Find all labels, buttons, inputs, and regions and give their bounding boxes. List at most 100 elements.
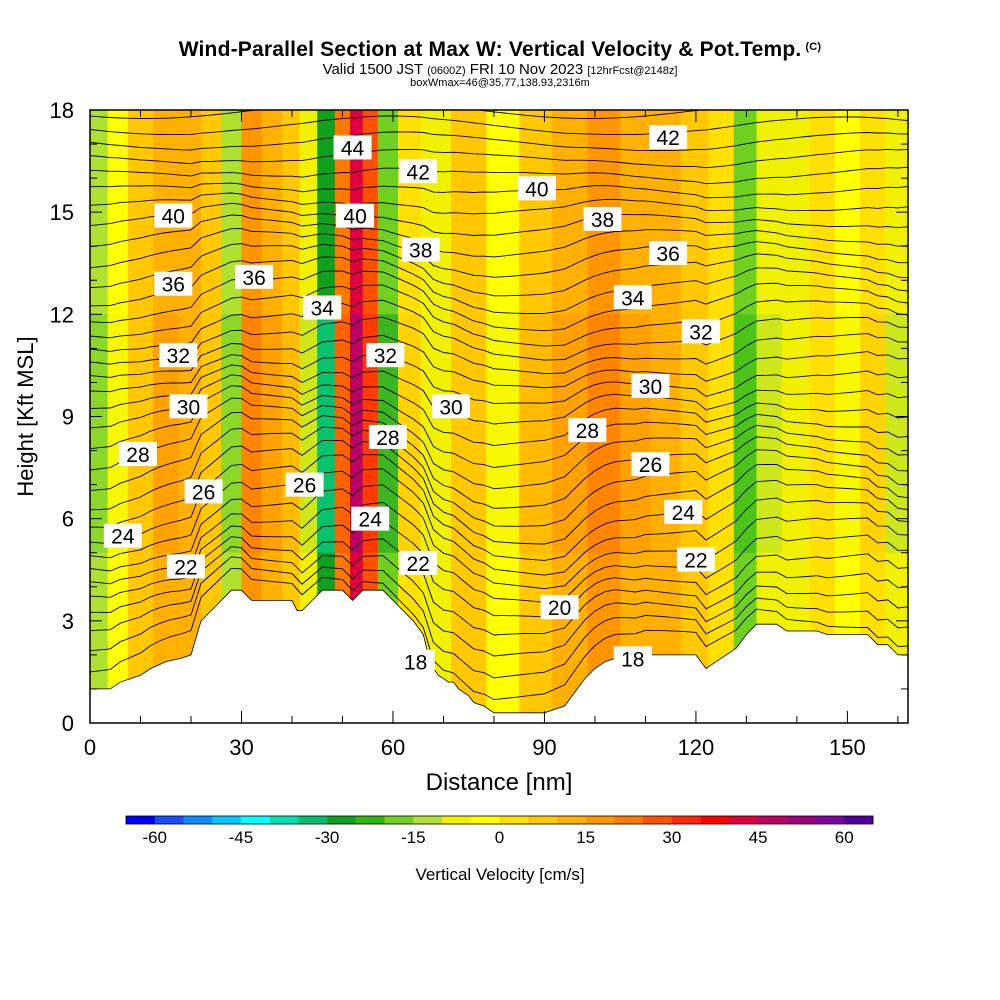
- contour-label-box: [583, 206, 622, 231]
- contour-label-box: [159, 343, 198, 368]
- contour-label-box: [401, 237, 440, 262]
- theta-contour-line: [90, 536, 908, 636]
- theta-contour-line: [90, 411, 908, 509]
- contour-label: 28: [376, 427, 399, 450]
- x-tick-label: 60: [381, 735, 405, 760]
- contour-label: 28: [576, 420, 599, 443]
- w-core: [733, 314, 758, 553]
- colorbar-label: Vertical Velocity [cm/s]: [415, 865, 584, 884]
- w-core: [317, 314, 336, 553]
- colorbar-swatch: [758, 816, 788, 824]
- y-tick-label: 3: [62, 609, 74, 634]
- theta-contour-line: [90, 440, 908, 545]
- contour-label: 26: [293, 475, 316, 498]
- contour-label-box: [396, 649, 435, 674]
- colorbar-swatch: [212, 816, 242, 824]
- theta-contour-line: [90, 397, 908, 490]
- theta-contour-line: [90, 364, 908, 425]
- contour-label: 24: [672, 502, 696, 525]
- contour-label: 42: [656, 127, 679, 150]
- contour-label-box: [568, 418, 607, 443]
- x-tick-label: 30: [229, 735, 253, 760]
- w-core: [90, 314, 109, 553]
- colorbar: -60 -45 -30 -15 0 15 30 45 60 Vertical Velocity […: [125, 815, 874, 884]
- contour-label-box: [517, 176, 556, 201]
- theta-contour-line: [90, 353, 908, 405]
- theta-contour-line: [90, 131, 908, 151]
- w-core: [221, 314, 242, 553]
- contour-label-box: [613, 646, 652, 671]
- contour-label: 22: [174, 556, 197, 579]
- w-core: [451, 314, 487, 553]
- contour-label-box: [664, 499, 703, 524]
- colorbar-swatch: [442, 816, 472, 824]
- colorbar-swatch: [154, 816, 184, 824]
- theta-contour-line: [90, 270, 908, 332]
- contour-label: 42: [407, 161, 430, 184]
- w-core: [885, 314, 908, 553]
- w-core: [420, 314, 452, 553]
- contour-label: 24: [359, 509, 383, 532]
- contour-label-box: [368, 424, 407, 449]
- contour-label-box: [631, 373, 670, 398]
- colorbar-swatch: [269, 816, 299, 824]
- colorbar-swatch: [643, 816, 673, 824]
- colorbar-tick-label: -45: [229, 828, 254, 847]
- contour-label: 30: [177, 396, 200, 419]
- colorbar-tick-label: 15: [576, 828, 595, 847]
- colorbar-swatch: [126, 816, 156, 824]
- theta-contour-line: [90, 228, 908, 278]
- contour-label: 30: [639, 376, 662, 399]
- theta-contour-line: [90, 468, 908, 576]
- colorbar-tick-label: -30: [315, 828, 340, 847]
- colorbar-swatch: [528, 816, 558, 824]
- contour-label: 18: [404, 652, 427, 675]
- colorbar-swatch: [614, 816, 644, 824]
- colorbar-swatch: [413, 816, 443, 824]
- theta-contour-line: [90, 454, 908, 561]
- w-core: [299, 314, 318, 553]
- contour-label: 34: [621, 287, 645, 310]
- y-tick-label: 18: [50, 98, 74, 123]
- contour-label-box: [399, 159, 438, 184]
- theta-contour-line: [90, 148, 908, 169]
- contour-label: 40: [162, 206, 185, 229]
- theta-contour-line: [90, 202, 908, 236]
- contour-label-box: [540, 595, 579, 620]
- contour-label-box: [169, 394, 208, 419]
- x-tick-label: 120: [678, 735, 715, 760]
- w-core: [781, 314, 811, 553]
- theta-contour-line: [90, 546, 908, 657]
- colorbar-swatch: [499, 816, 529, 824]
- chart-subtitle-2: boxWmax=46@35.77,138.93,2316m: [410, 77, 590, 89]
- theta-contour-line: [90, 243, 908, 297]
- colorbar-swatch: [815, 816, 845, 824]
- contour-label: 38: [591, 209, 614, 232]
- chart-subtitle: Valid 1500 JST (0600Z) FRI 10 Nov 2023 […: [322, 61, 678, 78]
- w-core: [809, 314, 836, 553]
- theta-contour-line: [90, 556, 908, 679]
- contour-label-box: [366, 343, 405, 368]
- w-core: [201, 314, 222, 553]
- contour-label: 36: [162, 274, 185, 297]
- contour-label: 32: [167, 345, 190, 368]
- chart-title: Wind-Parallel Section at Max W: Vertical…: [178, 38, 822, 61]
- contour-label-box: [333, 135, 372, 160]
- colorbar-tick-label: -15: [401, 828, 426, 847]
- colorbar-swatch: [183, 816, 213, 824]
- contour-label: 20: [548, 597, 571, 620]
- contour-label: 32: [374, 345, 397, 368]
- w-core: [708, 314, 735, 553]
- theta-contour-line: [90, 192, 908, 215]
- theta-contour-line: [90, 484, 908, 590]
- w-core: [334, 314, 351, 553]
- theta-contour-line: [90, 214, 908, 258]
- x-axis-label: Distance [nm]: [426, 769, 573, 796]
- contour-label: 22: [407, 553, 430, 576]
- terrain: [89, 589, 909, 724]
- colorbar-swatch: [700, 816, 730, 824]
- contour-label: 36: [242, 267, 265, 290]
- contour-label-box: [681, 319, 720, 344]
- colorbar-tick-label: 45: [749, 828, 768, 847]
